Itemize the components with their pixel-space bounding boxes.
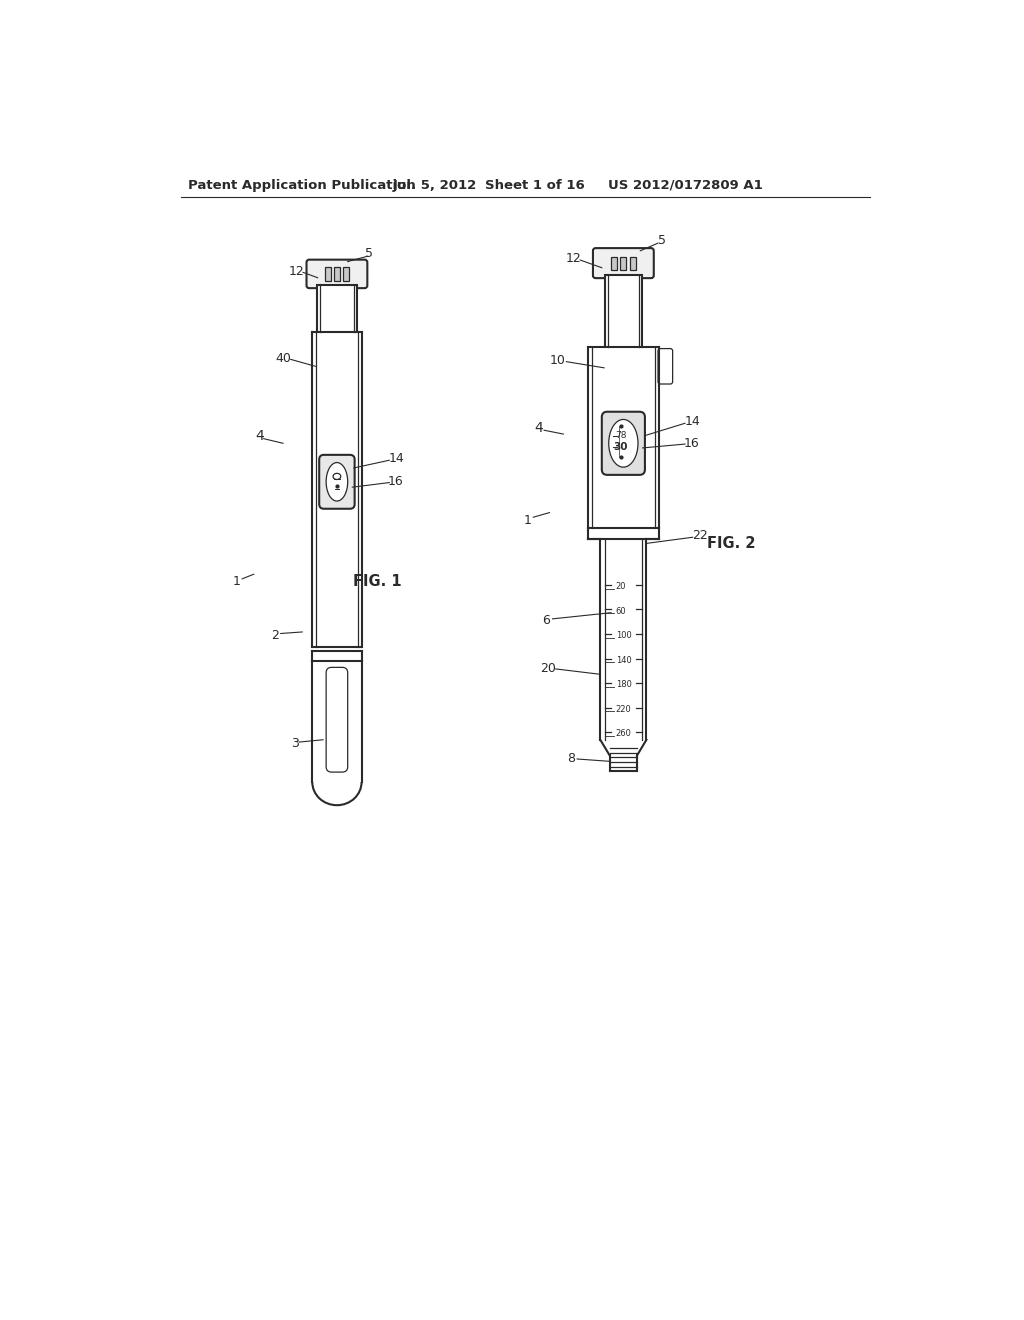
Text: 4: 4 [256,429,264,442]
Bar [605,276,642,347]
Text: 10: 10 [550,354,566,367]
Text: FIG. 2: FIG. 2 [707,536,756,550]
Text: 1: 1 [232,576,241,589]
Ellipse shape [326,462,348,502]
Text: 20: 20 [540,661,556,675]
Text: 5: 5 [366,247,374,260]
Text: Patent Application Publication: Patent Application Publication [188,178,416,191]
FancyBboxPatch shape [602,412,645,475]
Text: 30: 30 [613,442,629,453]
Text: 2: 2 [271,630,280,643]
FancyBboxPatch shape [593,248,653,279]
Bar [316,285,357,331]
FancyBboxPatch shape [319,455,354,508]
Text: 16: 16 [683,437,699,450]
Text: Sheet 1 of 16: Sheet 1 of 16 [484,178,585,191]
Text: 1: 1 [523,513,531,527]
Text: FIG. 1: FIG. 1 [352,574,401,590]
Text: 4: 4 [535,421,543,434]
Bar [621,256,627,269]
Text: 78: 78 [615,432,627,440]
Text: 260: 260 [615,729,632,738]
FancyBboxPatch shape [326,668,348,772]
Text: 14: 14 [389,453,404,465]
Text: 12: 12 [565,252,582,265]
Text: 220: 220 [615,705,632,714]
Text: US 2012/0172809 A1: US 2012/0172809 A1 [608,178,763,191]
Text: 8: 8 [567,752,575,766]
Bar [325,267,331,281]
Text: 12: 12 [289,265,305,279]
Text: 40: 40 [275,352,291,366]
Text: 100: 100 [615,631,632,640]
Text: 6: 6 [543,614,550,627]
Bar [611,256,617,269]
FancyBboxPatch shape [658,348,673,384]
Bar [630,256,636,269]
Text: 20: 20 [615,582,626,591]
Text: 22: 22 [692,529,709,543]
Bar [343,267,349,281]
FancyBboxPatch shape [306,260,368,288]
Text: 60: 60 [615,606,627,615]
Text: 3: 3 [291,737,299,750]
Ellipse shape [333,474,341,479]
Text: Jul. 5, 2012: Jul. 5, 2012 [392,178,476,191]
Bar [334,267,340,281]
Ellipse shape [608,420,638,467]
Text: 14: 14 [685,416,700,428]
Text: 140: 140 [615,656,632,664]
Text: 16: 16 [387,475,403,488]
Text: 5: 5 [657,234,666,247]
Text: 180: 180 [615,680,632,689]
